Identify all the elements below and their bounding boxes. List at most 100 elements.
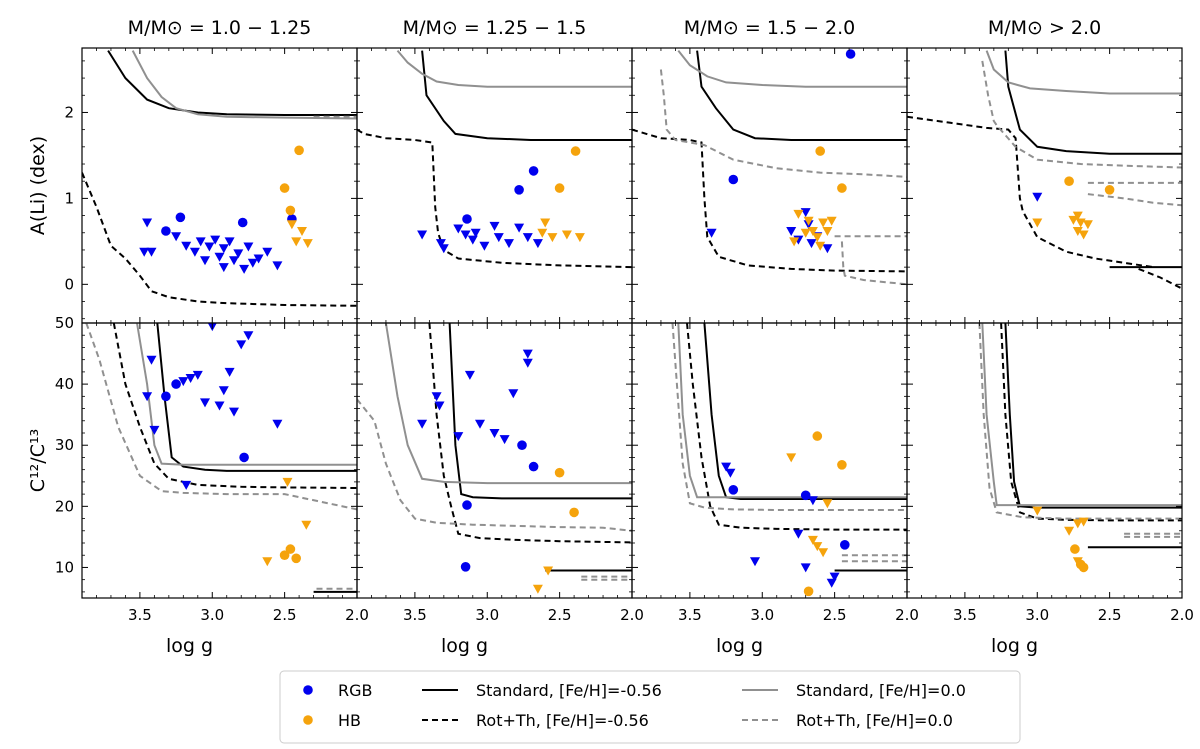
point-hb-upper-limit xyxy=(818,218,829,228)
x-tick-label: 3.5 xyxy=(128,606,152,624)
point-rgb-detection xyxy=(462,500,472,510)
point-rgb-upper-limit xyxy=(192,370,203,380)
x-tick-label: 2.0 xyxy=(620,606,644,624)
point-rgb-upper-limit xyxy=(489,221,500,231)
panel-title: M/M⊙ = 1.0 − 1.25 xyxy=(128,17,312,39)
point-hb-upper-limit xyxy=(822,499,833,509)
point-rgb-upper-limit xyxy=(508,389,519,399)
point-rgb-upper-limit xyxy=(786,227,797,236)
point-rgb-detection xyxy=(845,49,856,59)
point-hb-upper-limit xyxy=(1078,517,1089,527)
point-rgb-upper-limit xyxy=(139,247,150,257)
point-rgb-upper-limit xyxy=(146,247,157,257)
point-hb-upper-limit xyxy=(1072,211,1083,221)
point-hb-detection xyxy=(554,183,565,193)
model-line-m056-rotth xyxy=(357,128,632,269)
model-line-m00-rotth xyxy=(978,323,1182,520)
point-hb-detection xyxy=(285,544,296,554)
point-rgb-upper-limit xyxy=(417,230,428,240)
point-hb-detection xyxy=(1078,562,1089,573)
point-rgb-detection xyxy=(514,185,524,195)
model-line-m056-rotth xyxy=(686,323,907,531)
point-hb-detection xyxy=(803,586,814,597)
model-line-m00-rotth xyxy=(85,323,357,511)
point-hb-upper-limit xyxy=(1072,557,1083,567)
point-hb-upper-limit xyxy=(786,453,797,463)
plot-area xyxy=(82,50,357,307)
point-rgb-upper-limit xyxy=(146,355,157,365)
x-axis-label: log g xyxy=(441,635,488,657)
point-hb-upper-limit xyxy=(282,477,293,487)
model-line-m00-standard xyxy=(384,323,632,485)
panel-frame xyxy=(906,322,1183,599)
panel-r0-c2: M/M⊙ = 1.5 − 2.0 xyxy=(631,17,908,324)
point-rgb-upper-limit xyxy=(431,392,442,402)
point-rgb-upper-limit xyxy=(504,239,514,249)
legend-marker xyxy=(303,715,313,725)
model-line-m056-rotth xyxy=(82,172,357,307)
point-hb-upper-limit xyxy=(543,566,554,576)
y-tick-label: 50 xyxy=(55,314,74,332)
point-hb-detection xyxy=(291,553,302,564)
point-hb-detection xyxy=(1064,176,1074,186)
point-rgb-upper-limit xyxy=(721,462,732,472)
model-line-m00-standard xyxy=(677,49,907,88)
point-rgb-upper-limit xyxy=(793,529,804,539)
point-hb-upper-limit xyxy=(286,220,297,230)
point-hb-upper-limit xyxy=(822,227,833,236)
legend-box xyxy=(279,670,1021,744)
point-hb-detection xyxy=(279,550,290,560)
model-line-m056-standard xyxy=(421,50,632,141)
model-line-m00-rotth xyxy=(1087,193,1182,207)
x-tick-label: 2.5 xyxy=(548,606,572,624)
point-rgb-detection xyxy=(528,166,539,176)
point-hb-detection xyxy=(837,183,847,193)
legend-label: Standard, [Fe/H]=0.0 xyxy=(796,681,966,700)
point-rgb-upper-limit xyxy=(224,237,235,247)
model-line-m056-rotth xyxy=(632,128,907,273)
legend-label: Standard, [Fe/H]=-0.56 xyxy=(476,681,662,700)
model-line-m00-standard xyxy=(677,323,907,499)
y-axis-label: C¹²/C¹³ xyxy=(27,429,49,492)
point-hb-upper-limit xyxy=(297,227,307,236)
point-rgb-upper-limit xyxy=(826,578,837,588)
point-rgb-upper-limit xyxy=(218,244,229,254)
panel-frame xyxy=(81,47,358,324)
x-axis-label: log g xyxy=(716,635,763,657)
model-line-m00-standard xyxy=(981,323,1182,507)
point-rgb-upper-limit xyxy=(247,258,258,268)
point-hb-upper-limit xyxy=(800,228,811,238)
point-rgb-upper-limit xyxy=(204,242,215,252)
plot-area xyxy=(357,49,632,269)
point-rgb-upper-limit xyxy=(522,358,533,368)
panel-title: M/M⊙ = 1.25 − 1.5 xyxy=(403,17,587,39)
point-rgb-upper-limit xyxy=(239,264,250,274)
point-rgb-upper-limit xyxy=(210,235,221,245)
model-line-m00-rotth xyxy=(659,69,907,178)
legend-entry: Rot+Th, [Fe/H]=-0.56 xyxy=(422,711,649,730)
point-rgb-detection xyxy=(460,562,471,572)
model-line-m00-standard xyxy=(396,49,632,88)
legend-label: Rot+Th, [Fe/H]=0.0 xyxy=(796,711,953,730)
point-hb-detection xyxy=(554,467,565,478)
plot-area xyxy=(632,49,907,286)
x-tick-label: 2.5 xyxy=(273,606,297,624)
point-rgb-upper-limit xyxy=(453,224,464,234)
point-rgb-detection xyxy=(528,461,539,472)
point-rgb-upper-limit xyxy=(453,432,464,442)
legend-marker xyxy=(303,685,313,695)
panel-r0-c0: 0 1 2 M/M⊙ = 1.0 − 1.25 xyxy=(64,17,358,324)
point-hb-upper-limit xyxy=(815,241,826,251)
panel-r1-c0: 3.5 3.0 2.5 2.0 10 20 30 40 50 log g xyxy=(55,314,369,657)
plot-area xyxy=(357,323,632,594)
y-tick-label: 30 xyxy=(55,436,74,454)
panel-frame xyxy=(356,322,633,599)
point-rgb-upper-limit xyxy=(181,480,192,490)
point-hb-detection xyxy=(569,507,579,518)
point-hb-detection xyxy=(1070,544,1080,554)
point-rgb-upper-limit xyxy=(272,419,283,429)
panel-r0-c1: M/M⊙ = 1.25 − 1.5 xyxy=(356,17,633,324)
legend-label: RGB xyxy=(338,681,373,700)
model-line-m056-rotth xyxy=(1138,267,1182,290)
